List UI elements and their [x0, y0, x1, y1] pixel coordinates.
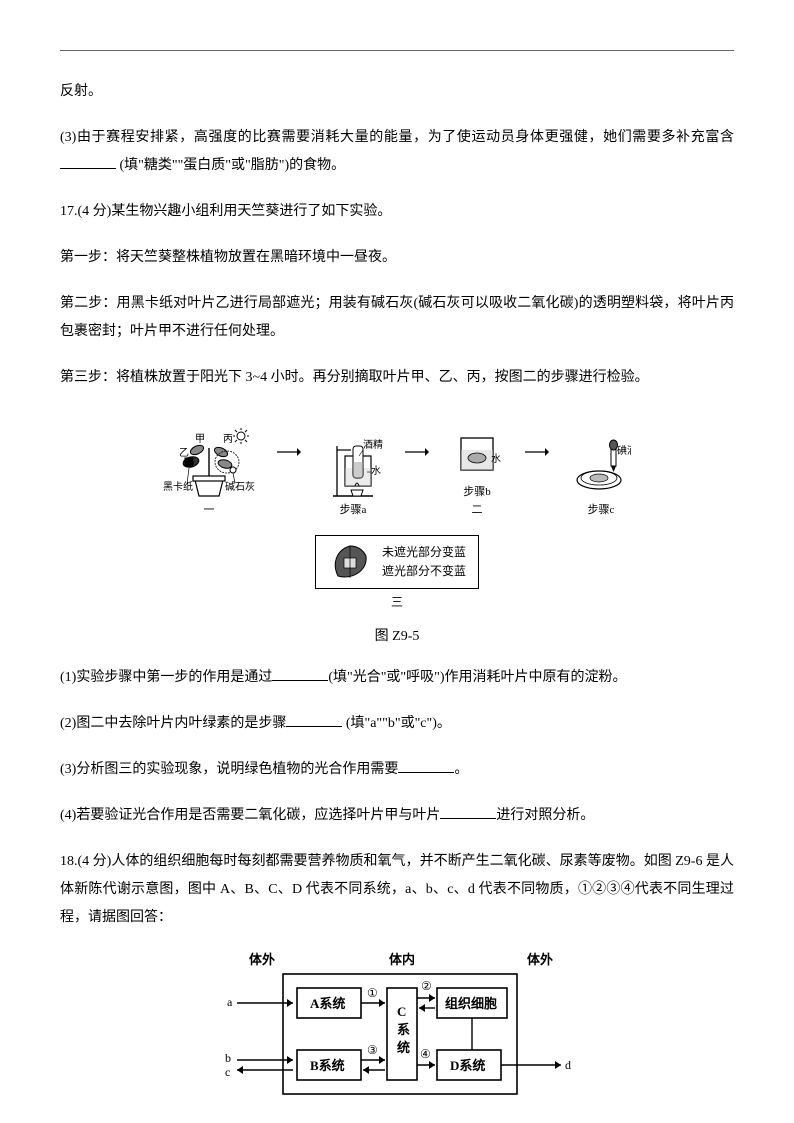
label-a: a	[227, 995, 233, 1009]
figure-z9-5: 甲 乙 丙 黑卡纸 碱石灰 一	[60, 410, 734, 612]
text: (3)分析图三的实验现象，说明绿色植物的光合作用需要	[60, 762, 398, 777]
text: (3)由于赛程安排紧，高强度的比赛需要消耗大量的能量，为了使运动员身体更强健，她…	[60, 130, 734, 145]
text: (1)实验步骤中第一步的作用是通过	[60, 670, 272, 685]
q17-1: (1)实验步骤中第一步的作用是通过 (填"光合"或"呼吸")作用消耗叶片中原有的淀…	[60, 664, 734, 692]
text: (填"光合"或"呼吸")作用消耗叶片中原有的淀粉。	[328, 670, 626, 685]
text: 进行对照分析。	[496, 808, 594, 823]
svg-text:系: 系	[397, 1022, 410, 1037]
para-18: 18.(4 分)人体的组织细胞每时每刻都需要营养物质和氧气，并不断产生二氧化碳、…	[60, 848, 734, 932]
para-17-s3: 第三步：将植株放置于阳光下 3~4 小时。再分别摘取叶片甲、乙、丙，按图二的步骤…	[60, 364, 734, 392]
q17-3: (3)分析图三的实验现象，说明绿色植物的光合作用需要 。	[60, 756, 734, 784]
label-d: d	[565, 1058, 571, 1072]
para-17-s2: 第二步：用黑卡纸对叶片乙进行局部遮光；用装有碱石灰(碱石灰可以吸收二氧化碳)的透…	[60, 290, 734, 346]
text: (4)若要验证光合作用是否需要二氧化碳，应选择叶片甲与叶片	[60, 808, 440, 823]
label-n1: ①	[367, 986, 378, 1000]
label-alcohol: 酒精	[363, 438, 383, 451]
label-n4: ④	[420, 1047, 431, 1061]
label-n2: ②	[421, 979, 432, 993]
label-inside: 体内	[389, 952, 415, 967]
arrow-icon	[277, 448, 301, 456]
label-a-system: A系统	[310, 996, 345, 1011]
label-jia: 甲	[195, 434, 205, 445]
blank-17-4[interactable]	[440, 804, 496, 819]
z95-one: 一	[204, 502, 215, 520]
label-card: 黑卡纸	[163, 480, 193, 493]
para-q16-3: (3)由于赛程安排紧，高强度的比赛需要消耗大量的能量，为了使运动员身体更强健，她…	[60, 124, 734, 180]
z95-step-c: 碘酒 步骤c	[571, 428, 631, 520]
label-water-b: 水	[491, 453, 501, 465]
label-outside-left: 体外	[249, 952, 275, 967]
blank-17-2[interactable]	[286, 712, 342, 727]
leaf-shaded-text: 遮光部分不变蓝	[382, 562, 466, 581]
label-n3: ③	[367, 1043, 378, 1057]
para-reflex: 反射。	[60, 78, 734, 106]
label-yi: 乙	[179, 447, 189, 459]
z95-two: 二	[472, 504, 483, 516]
z95-stepa-label: 步骤a	[340, 502, 367, 520]
z95-three: 三	[60, 593, 734, 612]
svg-text:统: 统	[397, 1040, 410, 1055]
label-iodine: 碘酒	[617, 444, 631, 457]
z95-step-a: 酒精 水 步骤a	[323, 428, 383, 520]
blank-17-1[interactable]	[272, 666, 328, 681]
text: (填"糖类""蛋白质"或"脂肪")的食物。	[120, 158, 346, 173]
label-outside-right: 体外	[527, 952, 553, 967]
label-b-system: B系统	[310, 1058, 345, 1073]
blank-16-3[interactable]	[60, 154, 116, 169]
text: (2)图二中去除叶片内叶绿素的是步骤	[60, 716, 286, 731]
caption-z9-5: 图 Z9-5	[60, 626, 734, 648]
label-c: c	[225, 1065, 230, 1079]
leaf-icon	[328, 542, 372, 582]
arrow-icon	[525, 448, 549, 456]
z95-stepb-label: 步骤b	[463, 486, 491, 498]
z95-plant: 甲 乙 丙 黑卡纸 碱石灰 一	[163, 428, 255, 520]
z95-leaf-result-box: 未遮光部分变蓝 遮光部分不变蓝	[315, 535, 479, 589]
z95-stepc-label: 步骤c	[588, 502, 615, 520]
label-d-system: D系统	[450, 1058, 485, 1073]
para-17-s1: 第一步：将天竺葵整株植物放置在黑暗环境中一昼夜。	[60, 244, 734, 272]
arrow-icon	[405, 448, 429, 456]
label-c-system-1: C	[397, 1004, 406, 1019]
z95-step-b: 水 步骤b 二	[451, 410, 503, 519]
leaf-unshaded-text: 未遮光部分变蓝	[382, 543, 466, 562]
label-b: b	[225, 1051, 231, 1065]
q17-4: (4)若要验证光合作用是否需要二氧化碳，应选择叶片甲与叶片 进行对照分析。	[60, 802, 734, 830]
label-lime: 碱石灰	[225, 480, 255, 493]
label-water-a: 水	[371, 465, 381, 477]
blank-17-3[interactable]	[398, 758, 454, 773]
text: 。	[454, 762, 468, 777]
q17-2: (2)图二中去除叶片内叶绿素的是步骤 (填"a""b"或"c")。	[60, 710, 734, 738]
text: (填"a""b"或"c")。	[346, 716, 451, 731]
figure-z9-6: 体外 体内 体外 A系统 B系统 C 系 统 组织细胞	[60, 950, 734, 1118]
label-tissue: 组织细胞	[445, 996, 497, 1011]
label-bing: 丙	[223, 434, 233, 445]
para-17: 17.(4 分)某生物兴趣小组利用天竺葵进行了如下实验。	[60, 198, 734, 226]
